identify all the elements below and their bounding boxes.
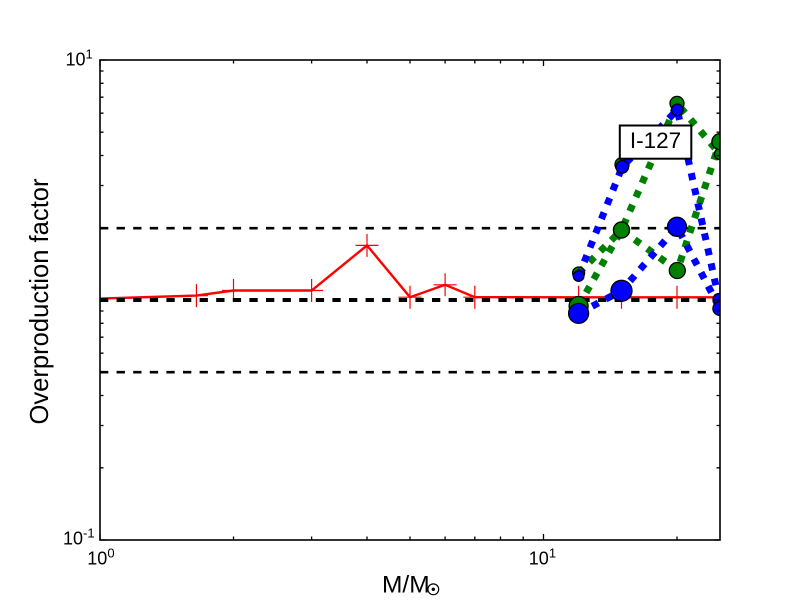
svg-text:M/M: M/M: [382, 572, 430, 599]
svg-text:I-127: I-127: [630, 128, 681, 153]
svg-text:Overproduction factor: Overproduction factor: [26, 178, 54, 425]
